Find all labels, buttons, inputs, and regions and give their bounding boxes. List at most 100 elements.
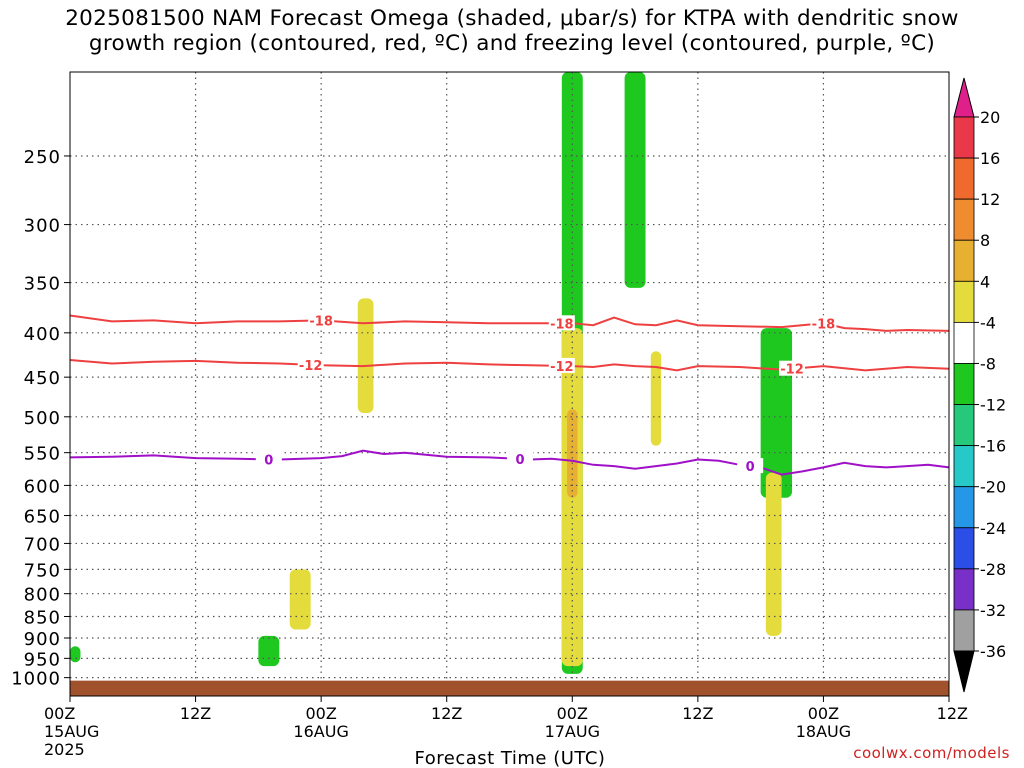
y-tick-label: 350 bbox=[24, 274, 61, 295]
colorbar-swatch bbox=[953, 404, 975, 447]
contour-lines: -18 -18 -18 -12 -12 -12 0 0 0 bbox=[69, 312, 950, 476]
y-tick-label: 300 bbox=[24, 216, 61, 237]
y-tick-label: 800 bbox=[24, 585, 61, 606]
x-tick-label: 00Z bbox=[557, 704, 588, 723]
contour-label-0: 0 bbox=[264, 453, 273, 468]
colorbar-swatch bbox=[953, 116, 975, 159]
x-tick-label: 16AUG bbox=[293, 722, 348, 741]
grid-lines bbox=[70, 72, 949, 696]
colorbar-label: -4 bbox=[980, 313, 996, 332]
contour-label-bg bbox=[255, 451, 282, 467]
y-tick-label: 400 bbox=[24, 324, 61, 345]
source-credit[interactable]: coolwx.com/models bbox=[853, 744, 1010, 762]
colorbar-label: 8 bbox=[980, 231, 990, 250]
colorbar-swatch bbox=[953, 609, 975, 652]
y-tick-label: 850 bbox=[24, 607, 61, 628]
shaded-region-6 bbox=[567, 409, 578, 498]
colorbar-label: 16 bbox=[980, 149, 1000, 168]
colorbar-label: -36 bbox=[980, 642, 1006, 661]
colorbar-label: -8 bbox=[980, 354, 996, 373]
contour-label-bg bbox=[737, 458, 764, 474]
contour--18 bbox=[69, 314, 950, 332]
y-tick-label: 650 bbox=[24, 507, 61, 528]
contour-label-bg bbox=[548, 357, 575, 373]
colorbar-swatch bbox=[953, 445, 975, 488]
colorbar-label: 4 bbox=[980, 272, 990, 291]
x-tick-label: 12Z bbox=[682, 704, 713, 723]
contour-label-bg bbox=[506, 450, 533, 466]
shaded-region-8 bbox=[765, 472, 782, 636]
colorbar-swatch bbox=[953, 157, 975, 200]
x-tick-label: 00Z bbox=[44, 704, 75, 723]
y-tick-label: 500 bbox=[24, 408, 61, 429]
colorbar: 20 16 12 8 4 -4 -8 -12 -16 -20 -24 -28 -32 -36 bbox=[953, 77, 1006, 693]
y-tick-label: 750 bbox=[24, 560, 61, 581]
colorbar-swatch bbox=[953, 321, 975, 364]
shaded-region-1 bbox=[624, 72, 646, 288]
title-line-1: 2025081500 NAM Forecast Omega (shaded, μ… bbox=[65, 6, 959, 31]
plot-frame bbox=[69, 71, 950, 697]
x-tick-label: 15AUG bbox=[44, 722, 99, 741]
colorbar-swatch bbox=[953, 198, 975, 241]
colorbar-swatch bbox=[953, 239, 975, 282]
contour-label--12: -12 bbox=[780, 363, 804, 378]
x-tick-label: 00Z bbox=[808, 704, 839, 723]
contour-label-bg bbox=[308, 312, 335, 328]
contour-label--18: -18 bbox=[309, 314, 333, 329]
contour-label-bg bbox=[548, 315, 575, 331]
y-tick-label: 900 bbox=[24, 629, 61, 650]
contour--12 bbox=[69, 359, 950, 372]
contour-label-bg bbox=[810, 315, 837, 331]
y-tick-label: 550 bbox=[24, 444, 61, 465]
shaded-region-4 bbox=[70, 646, 81, 663]
x-axis-label: Forecast Time (UTC) bbox=[415, 748, 606, 768]
contour-label--18: -18 bbox=[812, 317, 836, 332]
colorbar-swatch bbox=[953, 280, 975, 323]
colorbar-swatch bbox=[953, 486, 975, 529]
x-tick-label: 12Z bbox=[431, 704, 462, 723]
shaded-region-7 bbox=[289, 569, 311, 630]
colorbar-label: -32 bbox=[980, 601, 1006, 620]
y-tick-label: 700 bbox=[24, 534, 61, 555]
x-tick-label: 00Z bbox=[305, 704, 336, 723]
contour-0 bbox=[69, 449, 950, 476]
omega-shading bbox=[70, 72, 793, 674]
x-tick-label: 12Z bbox=[180, 704, 211, 723]
colorbar-bottom-arrow bbox=[953, 650, 975, 693]
colorbar-top-arrow bbox=[953, 77, 975, 118]
shaded-region-9 bbox=[650, 351, 662, 446]
contour-label--12: -12 bbox=[550, 360, 574, 375]
y-tick-label: 600 bbox=[24, 476, 61, 497]
y-tick-label: 950 bbox=[24, 649, 61, 670]
contour-label-bg bbox=[297, 356, 324, 372]
x-tick-label: 2025 bbox=[44, 740, 85, 759]
x-tick-label: 17AUG bbox=[545, 722, 600, 741]
colorbar-label: 12 bbox=[980, 190, 1000, 209]
colorbar-label: -12 bbox=[980, 396, 1006, 415]
x-tick-label: 12Z bbox=[937, 704, 968, 723]
contour-label-0: 0 bbox=[515, 453, 524, 468]
colorbar-label: -24 bbox=[980, 519, 1006, 538]
contour-label--18: -18 bbox=[550, 317, 574, 332]
ground-layer bbox=[70, 680, 949, 696]
y-tick-label: 450 bbox=[24, 368, 61, 389]
y-tick-label: 1000 bbox=[11, 669, 61, 690]
chart-title: 2025081500 NAM Forecast Omega (shaded, μ… bbox=[0, 6, 1024, 56]
colorbar-label: -28 bbox=[980, 560, 1006, 579]
colorbar-swatch bbox=[953, 363, 975, 405]
colorbar-label: 20 bbox=[980, 108, 1000, 127]
colorbar-label: -20 bbox=[980, 478, 1006, 497]
title-line-2: growth region (contoured, red, ºC) and f… bbox=[88, 31, 936, 56]
contour-label-0: 0 bbox=[746, 460, 755, 475]
colorbar-swatch bbox=[953, 527, 975, 570]
ground-strip bbox=[70, 680, 949, 696]
x-tick-label: 18AUG bbox=[796, 722, 851, 741]
colorbar-label: -16 bbox=[980, 437, 1006, 456]
contour-label--12: -12 bbox=[299, 359, 323, 374]
shaded-region-10 bbox=[357, 298, 374, 414]
shaded-region-3 bbox=[258, 635, 280, 667]
contour-label-bg bbox=[779, 360, 806, 376]
axes: 2503003504004505005506006507007508008509… bbox=[11, 71, 968, 759]
colorbar-swatch bbox=[953, 568, 975, 611]
